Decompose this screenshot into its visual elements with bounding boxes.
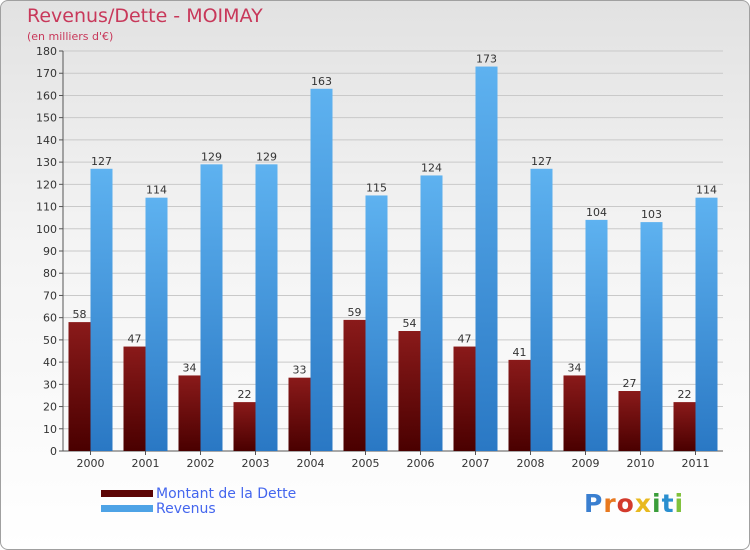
y-tick-label: 150	[36, 112, 57, 125]
data-label: 163	[311, 75, 332, 88]
proxiti-logo: Proxiti	[584, 489, 684, 518]
chart-subtitle: (en milliers d'€)	[27, 30, 114, 43]
bar-revenus	[585, 219, 608, 451]
bar-dette	[68, 322, 91, 451]
bar-dette	[508, 359, 531, 451]
y-tick-label: 140	[36, 134, 57, 147]
y-tick-label: 120	[36, 178, 57, 191]
data-label: 127	[91, 155, 112, 168]
bar-revenus	[200, 164, 223, 452]
x-tick-label: 2005	[352, 457, 380, 470]
bar-dette	[618, 391, 641, 451]
bar-revenus	[695, 197, 718, 451]
x-tick-label: 2006	[407, 457, 435, 470]
data-label: 124	[421, 161, 442, 174]
logo-letter: i	[652, 489, 662, 518]
y-tick-label: 90	[43, 245, 57, 258]
logo-letter: x	[634, 489, 652, 518]
x-tick-label: 2000	[77, 457, 105, 470]
logo-letter: o	[616, 489, 635, 518]
x-tick-label: 2011	[682, 457, 710, 470]
data-label: 27	[623, 377, 637, 390]
y-tick-label: 10	[43, 423, 57, 436]
legend: Montant de la Dette Revenus	[101, 487, 296, 517]
data-label: 58	[73, 308, 87, 321]
data-label: 47	[458, 333, 472, 346]
chart-title: Revenus/Dette - MOIMAY	[27, 5, 263, 27]
data-label: 59	[348, 306, 362, 319]
data-label: 34	[568, 361, 582, 374]
x-tick-label: 2010	[627, 457, 655, 470]
y-tick-label: 160	[36, 89, 57, 102]
bar-revenus	[420, 175, 443, 451]
bar-revenus	[365, 195, 388, 451]
logo-letter: i	[674, 489, 685, 518]
data-label: 129	[256, 150, 277, 163]
legend-label-dette: Montant de la Dette	[156, 486, 297, 502]
y-tick-label: 40	[43, 356, 57, 369]
y-tick-label: 60	[43, 312, 57, 325]
x-tick-label: 2003	[242, 457, 270, 470]
bar-dette	[233, 402, 256, 451]
data-label: 33	[293, 364, 307, 377]
y-tick-label: 100	[36, 223, 57, 236]
x-tick-label: 2007	[462, 457, 490, 470]
logo-letter: P	[584, 489, 604, 518]
bar-revenus	[475, 66, 498, 452]
data-label: 114	[146, 184, 167, 197]
bar-revenus	[145, 197, 168, 451]
bar-revenus	[255, 164, 278, 452]
data-label: 41	[513, 346, 527, 359]
bar-dette	[123, 346, 146, 451]
bar-dette	[343, 319, 366, 451]
y-tick-label: 130	[36, 156, 57, 169]
legend-item-revenus: Revenus	[101, 502, 296, 517]
bar-revenus	[530, 168, 553, 451]
data-label: 22	[238, 388, 252, 401]
y-tick-label: 70	[43, 289, 57, 302]
x-tick-label: 2004	[297, 457, 325, 470]
y-tick-label: 50	[43, 334, 57, 347]
legend-item-dette: Montant de la Dette	[101, 487, 296, 502]
data-label: 127	[531, 155, 552, 168]
data-label: 54	[403, 317, 417, 330]
logo-letter: t	[661, 489, 675, 518]
x-tick-label: 2008	[517, 457, 545, 470]
data-label: 47	[128, 333, 142, 346]
data-label: 129	[201, 150, 222, 163]
y-tick-label: 80	[43, 267, 57, 280]
data-label: 104	[586, 206, 607, 219]
bar-dette	[673, 402, 696, 451]
legend-swatch-revenus	[101, 505, 153, 512]
bar-revenus	[310, 88, 333, 452]
bar-dette	[563, 375, 586, 451]
y-tick-label: 180	[36, 45, 57, 58]
data-label: 173	[476, 53, 497, 66]
legend-label-revenus: Revenus	[156, 501, 216, 517]
y-tick-label: 170	[36, 67, 57, 80]
bar-revenus	[640, 222, 663, 451]
y-tick-label: 110	[36, 201, 57, 214]
bar-dette	[288, 377, 311, 451]
y-tick-label: 30	[43, 378, 57, 391]
legend-swatch-dette	[101, 490, 153, 497]
bar-dette	[453, 346, 476, 451]
data-label: 22	[678, 388, 692, 401]
x-tick-label: 2009	[572, 457, 600, 470]
x-tick-label: 2001	[132, 457, 160, 470]
x-tick-label: 2002	[187, 457, 215, 470]
data-label: 114	[696, 184, 717, 197]
data-label: 34	[183, 361, 197, 374]
data-label: 115	[366, 181, 387, 194]
bar-dette	[178, 375, 201, 451]
logo-letter: r	[603, 489, 617, 518]
y-tick-label: 0	[50, 445, 57, 458]
bar-dette	[398, 331, 421, 451]
data-label: 103	[641, 208, 662, 221]
bar-revenus	[90, 168, 113, 451]
y-tick-label: 20	[43, 401, 57, 414]
